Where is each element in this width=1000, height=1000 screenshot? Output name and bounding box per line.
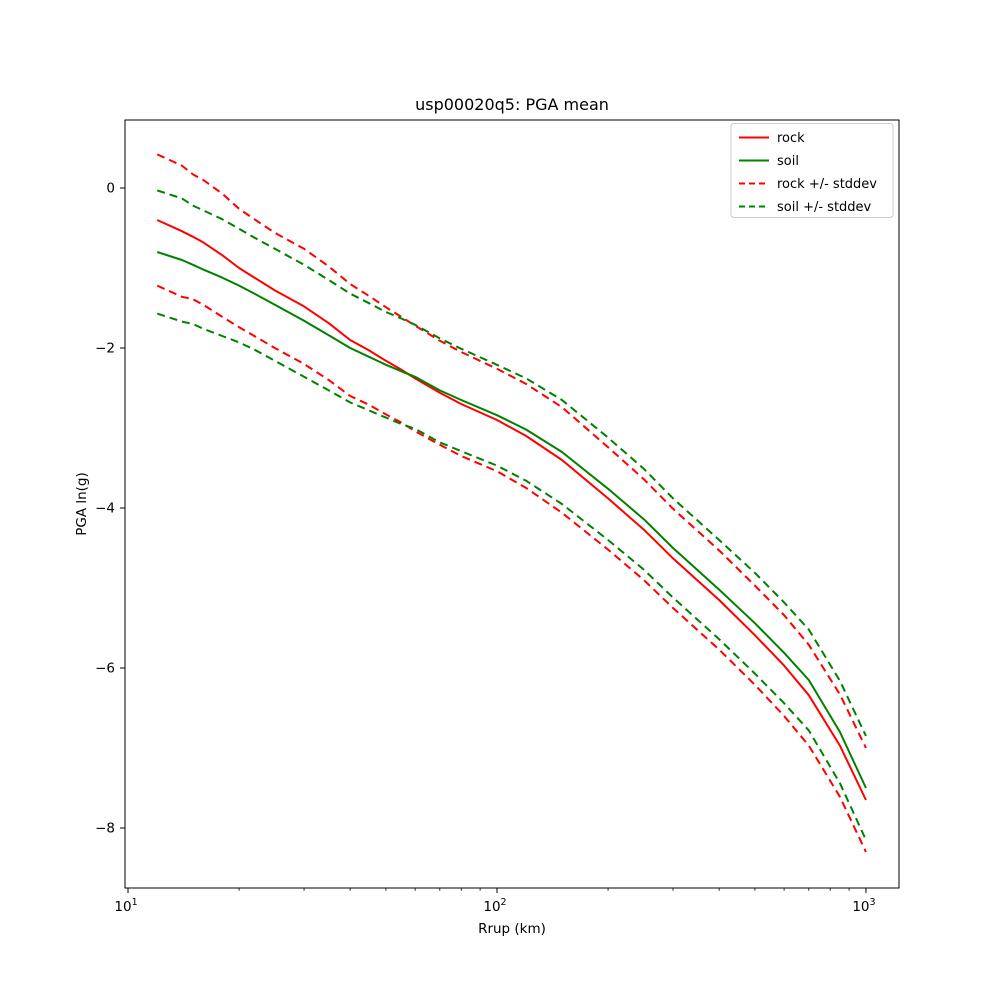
x-tick-label: 101: [114, 897, 137, 915]
legend-label-rock: rock +/- stddev: [777, 177, 877, 192]
x-axis-label: Rrup (km): [478, 921, 546, 937]
y-tick-label: −8: [95, 821, 115, 837]
legend-box: [730, 123, 894, 218]
curve-rock: [156, 219, 867, 801]
curve-rock-stddev: [156, 284, 867, 853]
plot-contents: 101 102 103 0 −2 −4 −6 −8 rock soil rock +/- stdde…: [95, 119, 900, 915]
x-tick-label: 103: [852, 897, 875, 915]
y-tick-label: 0: [106, 181, 115, 197]
legend-label-soil: soil: [777, 154, 799, 169]
y-tick-label: −4: [95, 501, 115, 517]
y-tick-label: −6: [95, 661, 115, 677]
curve-soil-stddev: [156, 312, 867, 841]
curve-rock-stddev: [156, 153, 867, 749]
y-tick-label: −2: [95, 341, 115, 357]
axes-box: [124, 119, 900, 889]
y-axis-label: PGA ln(g): [74, 472, 90, 536]
x-tick-label: 102: [483, 897, 506, 915]
legend-label-soil: soil +/- stddev: [777, 200, 872, 215]
chart-title: usp00020q5: PGA mean: [415, 95, 609, 114]
curve-soil-stddev: [156, 189, 867, 737]
legend-label-rock: rock: [777, 131, 805, 146]
curve-soil: [156, 251, 867, 789]
